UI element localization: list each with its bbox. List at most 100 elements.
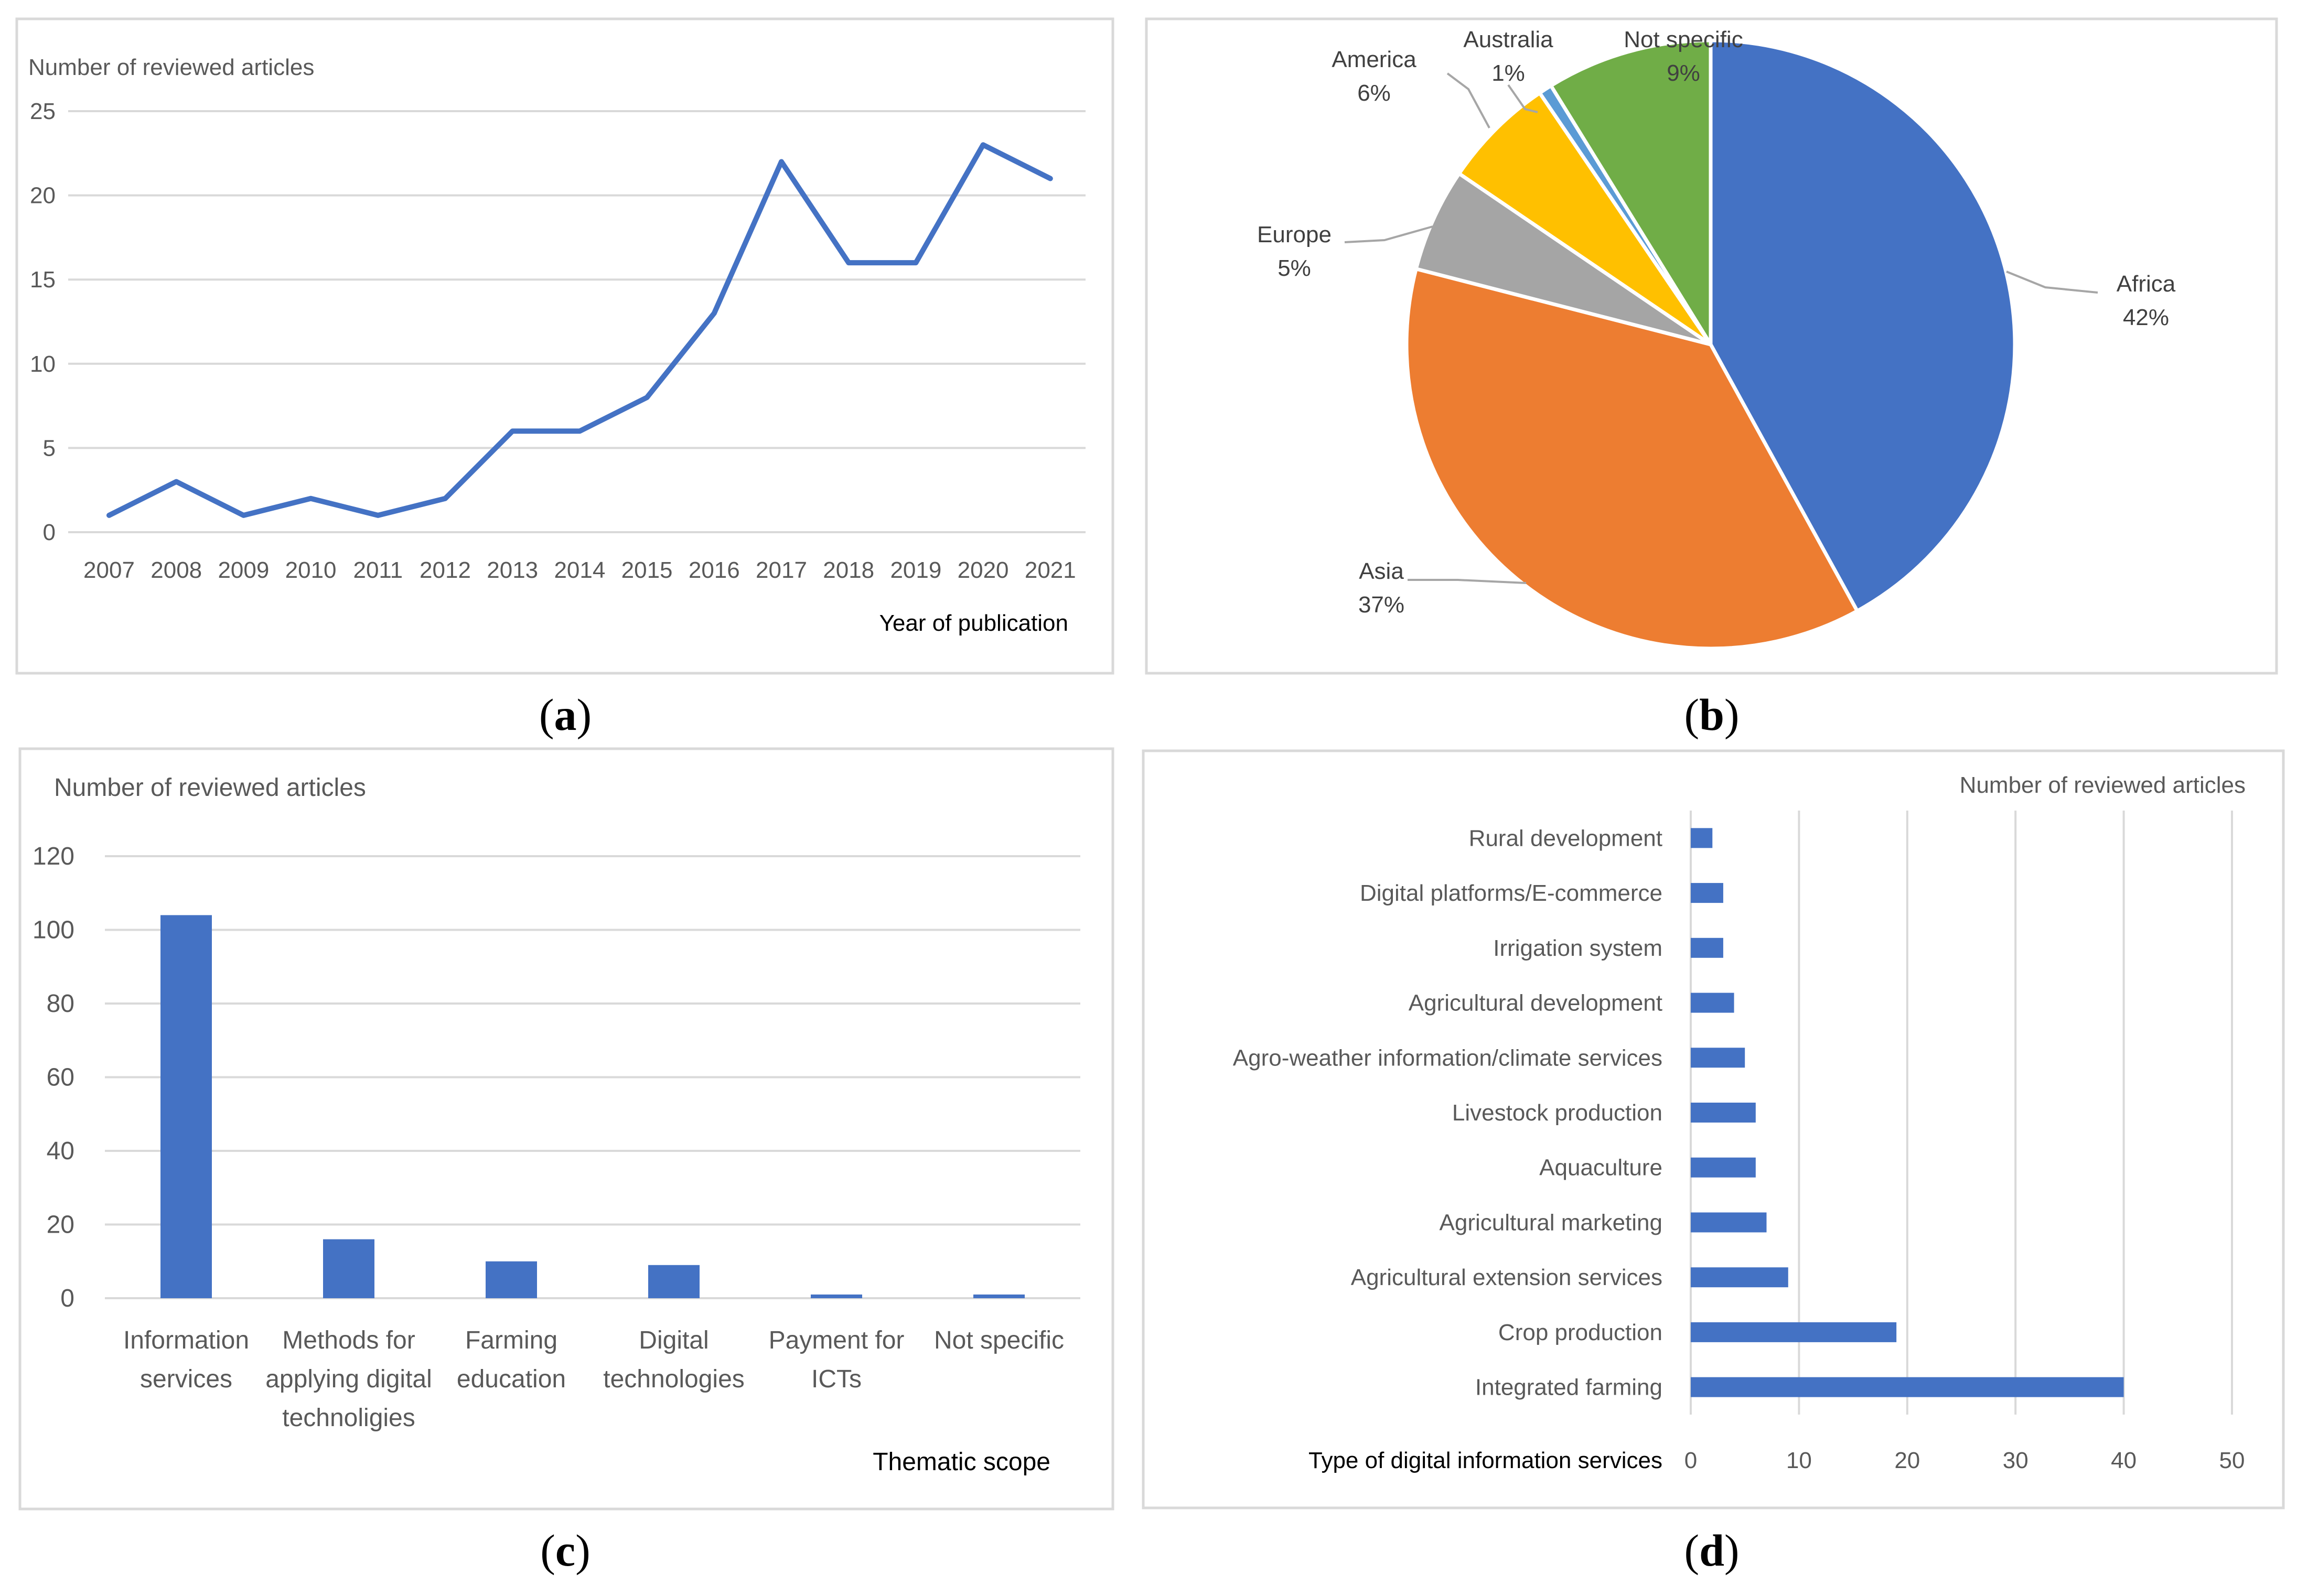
- panel-a-x-axis-title: Year of publication: [879, 610, 1068, 636]
- label-america: America 6%: [1332, 47, 1416, 106]
- panel-d-x-axis-title: Number of reviewed articles: [1960, 772, 2246, 798]
- x-tick-label: 2020: [958, 557, 1009, 583]
- y-tick-label: 20: [30, 183, 56, 209]
- caption-d: (d): [1684, 1525, 1739, 1576]
- x-tick-label: 20: [1894, 1448, 1920, 1473]
- panel-a-y-axis-title: Number of reviewed articles: [28, 55, 314, 80]
- x-tick-label: Digital: [639, 1327, 709, 1354]
- panel-a-line-chart: Number of reviewed articles Year of publ…: [15, 17, 1114, 675]
- slice-not-specific: [1548, 38, 1713, 351]
- panel-c-y-tick-labels: 0 20 40 60 80 100 120: [33, 843, 74, 1312]
- x-tick-label: 2018: [823, 557, 874, 583]
- x-tick-label: 2014: [554, 557, 605, 583]
- panel-b-leader-lines: [1344, 72, 2098, 584]
- bar: [1691, 1103, 1756, 1123]
- slice-america: [1456, 90, 1712, 346]
- category-label: Integrated farming: [1475, 1375, 1662, 1400]
- label-europe: Europe 5%: [1257, 222, 1332, 281]
- x-tick-label: 50: [2219, 1448, 2245, 1473]
- x-tick-label: technologies: [603, 1365, 745, 1393]
- panel-d-bars: [1691, 828, 2124, 1397]
- x-tick-label: 2007: [83, 557, 135, 583]
- bar: [1691, 993, 1734, 1013]
- y-tick-label: 60: [47, 1064, 74, 1092]
- panel-a-frame: [15, 17, 1114, 675]
- caption-a-letter: a: [554, 689, 577, 740]
- bar: [648, 1265, 700, 1298]
- bar: [1691, 1322, 1897, 1342]
- bar: [1691, 828, 1713, 848]
- label-australia-name: Australia: [1463, 27, 1553, 52]
- y-tick-label: 40: [47, 1137, 74, 1165]
- bar: [160, 915, 212, 1298]
- x-tick-label: 2009: [218, 557, 269, 583]
- x-tick-label: Not specific: [934, 1327, 1064, 1354]
- x-tick-label: 2013: [487, 557, 538, 583]
- label-australia: Australia 1%: [1463, 27, 1553, 86]
- category-label: Agricultural extension services: [1351, 1265, 1662, 1290]
- category-label: Irrigation system: [1493, 935, 1662, 961]
- panel-d-category-labels: Rural development Digital platforms/E-com…: [1233, 825, 1662, 1400]
- x-tick-label: 2019: [890, 557, 941, 583]
- y-tick-label: 10: [30, 351, 56, 377]
- caption-b: (b): [1684, 689, 1739, 740]
- bar: [1691, 1267, 1788, 1288]
- label-asia-pct: 37%: [1358, 592, 1404, 618]
- panel-a-x-tick-labels: 2007 2008 2009 2010 2011 2012 2013 2014 2015 2016…: [83, 557, 1076, 583]
- x-tick-label: 2012: [420, 557, 471, 583]
- leader-line-africa: [2006, 271, 2098, 294]
- label-europe-name: Europe: [1257, 222, 1332, 247]
- caption-c-letter: c: [555, 1525, 575, 1576]
- caption-d-letter: d: [1699, 1525, 1724, 1576]
- label-not-specific-name: Not specific: [1624, 27, 1743, 52]
- panel-a-gridlines: [68, 110, 1086, 533]
- caption-b-letter: b: [1699, 689, 1724, 740]
- category-label: Rural development: [1469, 825, 1662, 851]
- panel-b-pie-chart: Africa 42% Asia 37% Europe 5% America 6%…: [1145, 17, 2278, 675]
- x-tick-label: 2010: [285, 557, 337, 583]
- y-tick-label: 15: [30, 267, 56, 293]
- panel-c-bar-chart: Number of reviewed articles Thematic sco…: [18, 747, 1114, 1511]
- category-label: Aquaculture: [1539, 1155, 1662, 1181]
- category-label: Digital platforms/E-commerce: [1360, 880, 1662, 906]
- y-tick-label: 80: [47, 990, 74, 1018]
- x-tick-label: Methods for: [282, 1327, 415, 1354]
- leader-line-america: [1446, 72, 1490, 128]
- bar: [1691, 1157, 1756, 1178]
- caption-c: (c): [540, 1525, 590, 1576]
- x-tick-label: 30: [2003, 1448, 2028, 1473]
- x-tick-label: Information: [123, 1327, 249, 1354]
- x-tick-label: technoligies: [282, 1404, 415, 1432]
- category-label: Agricultural marketing: [1440, 1210, 1663, 1235]
- y-tick-label: 0: [43, 520, 56, 545]
- bar: [1691, 1048, 1745, 1068]
- x-tick-label: 0: [1684, 1448, 1697, 1473]
- panel-c-x-tick-labels: Information services Methods for applying d…: [123, 1327, 1064, 1432]
- y-tick-label: 5: [43, 435, 56, 461]
- series-line: [106, 142, 1053, 518]
- label-not-specific: Not specific 9%: [1624, 27, 1743, 86]
- x-tick-label: 2011: [353, 557, 403, 583]
- panel-d-x-tick-labels: 0 10 20 30 40 50: [1684, 1448, 2245, 1473]
- panel-c-y-axis-title: Number of reviewed articles: [54, 774, 366, 802]
- caption-a: (a): [539, 689, 592, 740]
- label-asia-name: Asia: [1359, 558, 1404, 584]
- bar: [323, 1239, 374, 1298]
- slice-africa: [1709, 38, 2017, 614]
- leader-line-europe: [1344, 225, 1433, 243]
- panel-a-y-tick-labels: 0 5 10 15 20 25: [30, 99, 56, 545]
- x-tick-label: 10: [1786, 1448, 1812, 1473]
- panel-c-gridlines: [105, 855, 1080, 1299]
- x-tick-label: education: [457, 1365, 566, 1393]
- panel-d-horizontal-bar-chart: Number of reviewed articles Type of digi…: [1142, 749, 2285, 1509]
- x-tick-label: 2017: [756, 557, 807, 583]
- category-label: Livestock production: [1452, 1100, 1662, 1126]
- bar: [1691, 937, 1723, 958]
- label-america-name: America: [1332, 47, 1416, 72]
- bar: [1691, 883, 1723, 903]
- x-tick-label: 40: [2111, 1448, 2137, 1473]
- leader-line-asia: [1408, 579, 1527, 584]
- panel-a-series: [106, 142, 1053, 518]
- panel-b-slices: [1404, 38, 2017, 651]
